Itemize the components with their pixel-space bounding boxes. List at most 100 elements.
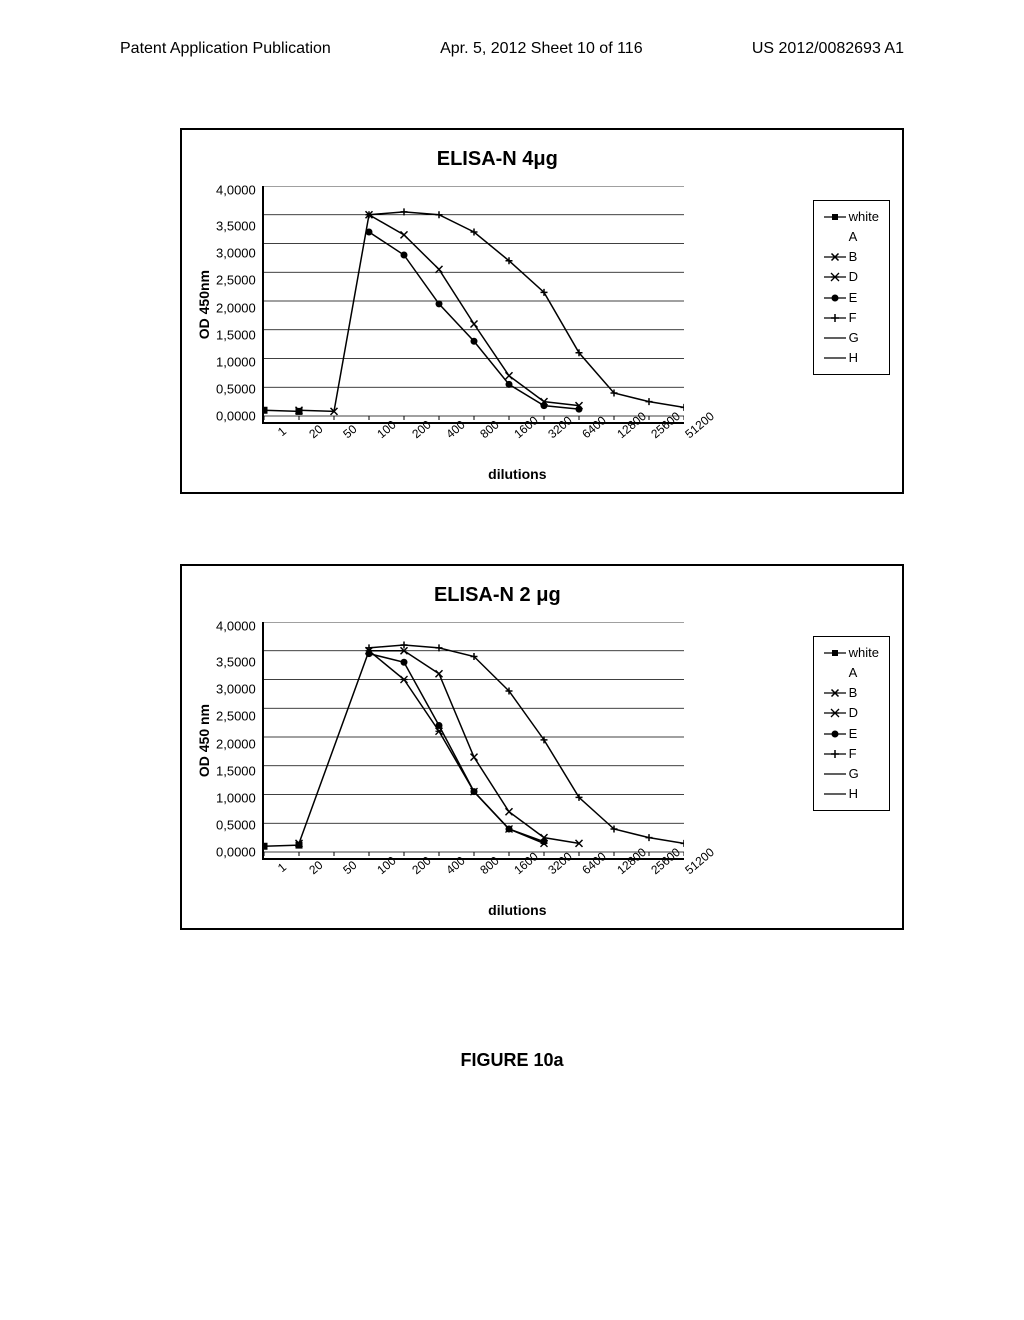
xtick: 3200 [546,860,563,877]
xtick: 50 [341,424,358,441]
legend-label: F [849,744,857,764]
chart-title: ELISA-N 4μg [192,148,803,171]
legend-marker-icon [824,787,846,801]
xtick: 800 [477,860,494,877]
legend-label: A [849,663,858,683]
xtick: 3200 [546,424,563,441]
legend-item: white [824,643,879,663]
legend-item: E [824,288,879,308]
legend-marker-icon [824,270,846,284]
xtick: 1600 [511,860,528,877]
legend-marker-icon [824,747,846,761]
ytick: 2,5000 [216,710,256,723]
chart-0: ELISA-N 4μg OD 450nm 4,0000 3,5000 3,0000 2… [180,128,904,494]
legend-item: A [824,663,879,683]
legend-marker-icon [824,767,846,781]
legend-item: D [824,267,879,287]
xtick: 400 [443,860,460,877]
xtick: 51200 [682,860,699,877]
xtick: 1 [272,860,289,877]
legend-item: D [824,703,879,723]
legend-item: F [824,308,879,328]
legend-marker-icon [824,351,846,365]
xtick: 6400 [580,424,597,441]
ytick: 4,0000 [216,619,256,632]
ytick: 0,5000 [216,818,256,831]
legend-marker-icon [824,331,846,345]
legend-label: H [849,348,858,368]
xtick: 800 [477,424,494,441]
ytick: 3,5000 [216,656,256,669]
ytick: 0,0000 [216,846,256,859]
legend-label: G [849,764,859,784]
xtick: 1600 [511,424,528,441]
xtick: 400 [443,424,460,441]
legend-marker-icon [824,250,846,264]
legend-item: A [824,227,879,247]
xtick: 25600 [648,424,665,441]
legend-label: B [849,683,858,703]
xtick: 25600 [648,860,665,877]
chart-1: ELISA-N 2 μg OD 450 nm 4,0000 3,5000 3,000… [180,564,904,930]
legend-item: G [824,328,879,348]
ytick: 0,0000 [216,410,256,423]
legend-marker-icon [824,706,846,720]
xtick: 20 [306,424,323,441]
page-header: Patent Application Publication Apr. 5, 2… [0,0,1024,68]
ytick: 2,0000 [216,737,256,750]
y-axis-label: OD 450 nm [192,704,216,777]
xtick: 50 [341,860,358,877]
x-ticks: 1205010020040080016003200640012800256005… [270,860,690,874]
legend-item: G [824,764,879,784]
legend-item: white [824,207,879,227]
legend-item: H [824,348,879,368]
legend-label: white [849,207,879,227]
xtick: 100 [375,424,392,441]
legend-marker-icon [824,666,846,680]
ytick: 1,5000 [216,328,256,341]
x-ticks: 1205010020040080016003200640012800256005… [270,424,690,438]
legend-label: D [849,267,858,287]
xtick: 6400 [580,860,597,877]
legend-item: E [824,724,879,744]
legend-marker-icon [824,210,846,224]
legend-item: B [824,247,879,267]
ytick: 2,0000 [216,301,256,314]
legend-marker-icon [824,646,846,660]
legend: whiteABDEFGH [813,200,890,375]
xtick: 100 [375,860,392,877]
y-ticks: 4,00003,50003,00002,50002,00001,50001,00… [216,622,262,852]
xtick: 20 [306,860,323,877]
x-axis-label: dilutions [232,466,803,482]
ytick: 4,0000 [216,183,256,196]
legend-label: white [849,643,879,663]
chart-title: ELISA-N 2 μg [192,584,803,607]
ytick: 3,5000 [216,220,256,233]
legend: whiteABDEFGH [813,636,890,811]
xtick: 12800 [614,424,631,441]
ytick: 2,5000 [216,274,256,287]
xtick: 200 [409,860,426,877]
xtick: 12800 [614,860,631,877]
legend-label: E [849,724,858,744]
legend-item: B [824,683,879,703]
plot-area [262,186,684,424]
legend-label: F [849,308,857,328]
legend-label: D [849,703,858,723]
legend-label: A [849,227,858,247]
legend-label: E [849,288,858,308]
xtick: 51200 [682,424,699,441]
legend-label: B [849,247,858,267]
legend-marker-icon [824,291,846,305]
legend-marker-icon [824,230,846,244]
ytick: 0,5000 [216,382,256,395]
xtick: 1 [272,424,289,441]
ytick: 3,0000 [216,247,256,260]
y-axis-label: OD 450nm [192,270,216,339]
ytick: 1,5000 [216,764,256,777]
charts-container: ELISA-N 4μg OD 450nm 4,0000 3,5000 3,0000 2… [0,68,1024,1020]
y-ticks: 4,0000 3,5000 3,0000 2,5000 2,0000 1,5000 1,00… [216,186,262,416]
ytick: 3,0000 [216,683,256,696]
ytick: 1,0000 [216,355,256,368]
header-left: Patent Application Publication [120,40,331,58]
